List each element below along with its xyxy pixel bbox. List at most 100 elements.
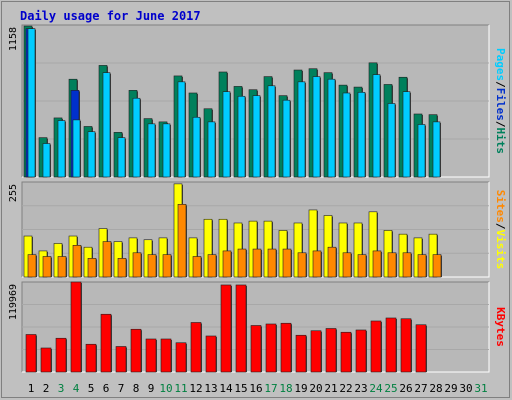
kbytes-side-label-part: KBytes xyxy=(494,307,507,347)
bar-pages-day-25 xyxy=(387,103,396,178)
bar-sites-day-26 xyxy=(402,252,412,278)
hits-files-pages-side-label-part: Files xyxy=(494,88,507,121)
bar-kbytes-day-19 xyxy=(295,334,307,373)
bar-pages-day-2 xyxy=(42,143,51,178)
bar-pages-day-8 xyxy=(132,97,141,178)
bar-pages-day-18 xyxy=(282,99,291,178)
bar-sites-day-23 xyxy=(357,254,367,278)
bar-sites-day-20 xyxy=(312,250,322,278)
bar-sites-day-1 xyxy=(27,254,37,278)
y-max-label-visits: 255 xyxy=(8,184,19,202)
bar-pages-day-16 xyxy=(252,95,261,178)
x-tick-label-day-1: 1 xyxy=(28,382,35,395)
bar-sites-day-4 xyxy=(72,245,82,278)
bar-sites-day-28 xyxy=(432,254,442,278)
bar-pages-day-1 xyxy=(27,28,36,178)
visits-sites-side-label-part: / xyxy=(494,223,507,230)
x-tick-label-day-27: 27 xyxy=(414,382,427,395)
bar-pages-day-4 xyxy=(72,119,81,178)
x-tick-label-day-4: 4 xyxy=(73,382,80,395)
bar-pages-day-21 xyxy=(327,78,336,178)
hits-files-pages-side-label: Pages/Files/Hits xyxy=(494,48,507,154)
bar-pages-day-5 xyxy=(87,131,96,178)
y-max-label-hits: 1158 xyxy=(8,27,19,51)
bar-sites-day-8 xyxy=(132,252,142,278)
bar-sites-day-16 xyxy=(252,248,262,278)
x-tick-label-day-30: 30 xyxy=(459,382,472,395)
bar-kbytes-day-11 xyxy=(175,342,187,373)
bar-sites-day-24 xyxy=(372,250,382,278)
bar-sites-day-15 xyxy=(237,248,247,278)
hits-files-pages-side-label-part: Hits xyxy=(494,128,507,155)
x-tick-label-day-22: 22 xyxy=(339,382,352,395)
x-tick-label-day-7: 7 xyxy=(118,382,125,395)
x-tick-label-day-13: 13 xyxy=(204,382,217,395)
bar-pages-day-19 xyxy=(297,81,306,178)
bar-pages-day-11 xyxy=(177,81,186,178)
x-tick-label-day-8: 8 xyxy=(133,382,140,395)
x-tick-label-day-11: 11 xyxy=(174,382,187,395)
bar-kbytes-day-4 xyxy=(70,281,82,373)
bar-kbytes-day-7 xyxy=(115,346,127,373)
bar-kbytes-day-27 xyxy=(415,324,427,373)
bar-sites-day-3 xyxy=(57,256,67,278)
bar-sites-day-17 xyxy=(267,248,277,278)
bar-pages-day-23 xyxy=(357,92,366,178)
bar-kbytes-day-6 xyxy=(100,313,112,373)
bar-sites-day-2 xyxy=(42,256,52,278)
bar-pages-day-13 xyxy=(207,121,216,178)
x-tick-label-day-12: 12 xyxy=(189,382,202,395)
bar-sites-day-22 xyxy=(342,252,352,278)
x-tick-label-day-9: 9 xyxy=(148,382,155,395)
bar-pages-day-3 xyxy=(57,120,66,178)
bar-kbytes-day-2 xyxy=(40,347,52,373)
visits-sites-side-label-part: Visits xyxy=(494,230,507,270)
bar-kbytes-day-21 xyxy=(325,328,337,373)
bar-sites-day-12 xyxy=(192,256,202,278)
bar-kbytes-day-17 xyxy=(265,323,277,373)
bar-pages-day-26 xyxy=(402,91,411,178)
bar-sites-day-18 xyxy=(282,248,292,278)
bar-sites-day-11 xyxy=(177,204,187,278)
bar-pages-day-12 xyxy=(192,116,201,178)
bar-sites-day-9 xyxy=(147,254,157,278)
y-max-label-kbytes: 119969 xyxy=(8,284,19,320)
bar-kbytes-day-9 xyxy=(145,338,157,373)
panel-visits-sites: 255 Sites/Visits xyxy=(8,181,507,278)
bar-kbytes-day-10 xyxy=(160,338,172,373)
bar-kbytes-day-23 xyxy=(355,329,367,373)
x-tick-label-day-29: 29 xyxy=(444,382,457,395)
bar-pages-day-7 xyxy=(117,137,126,178)
bar-pages-day-27 xyxy=(417,124,426,178)
bar-sites-day-5 xyxy=(87,258,97,278)
bar-kbytes-day-16 xyxy=(250,325,262,373)
bar-kbytes-day-15 xyxy=(235,284,247,373)
x-tick-label-day-26: 26 xyxy=(399,382,412,395)
kbytes-side-label: KBytes xyxy=(494,307,507,347)
x-tick-label-day-6: 6 xyxy=(103,382,110,395)
bar-kbytes-day-20 xyxy=(310,330,322,373)
x-tick-label-day-2: 2 xyxy=(43,382,50,395)
bar-kbytes-day-5 xyxy=(85,343,97,373)
bar-sites-day-19 xyxy=(297,252,307,278)
bar-pages-day-28 xyxy=(432,121,441,178)
x-tick-label-day-21: 21 xyxy=(324,382,337,395)
x-tick-label-day-28: 28 xyxy=(429,382,442,395)
bar-sites-day-14 xyxy=(222,250,232,278)
hits-files-pages-side-label-part: / xyxy=(494,121,507,128)
hits-files-pages-side-label-part: Pages xyxy=(494,48,507,81)
x-tick-label-day-25: 25 xyxy=(384,382,397,395)
plot-area-kbytes-bevel-dark xyxy=(21,281,489,372)
bar-pages-day-10 xyxy=(162,123,171,178)
hits-files-pages-side-label-part: / xyxy=(494,81,507,88)
bar-kbytes-day-26 xyxy=(400,318,412,373)
bar-pages-day-22 xyxy=(342,92,351,178)
x-axis-day-labels: 1 2 3 4 5 6 7 8 9 10 11 12 13 14 15 16 17 18 19 20 21 22 23 24 2… xyxy=(28,382,488,395)
x-tick-label-day-19: 19 xyxy=(294,382,307,395)
bar-pages-day-20 xyxy=(312,76,321,178)
plot-area-hits-files-pages-bevel-dark xyxy=(21,24,489,177)
x-tick-label-day-24: 24 xyxy=(369,382,383,395)
x-tick-label-day-23: 23 xyxy=(354,382,367,395)
bar-kbytes-day-24 xyxy=(370,320,382,373)
